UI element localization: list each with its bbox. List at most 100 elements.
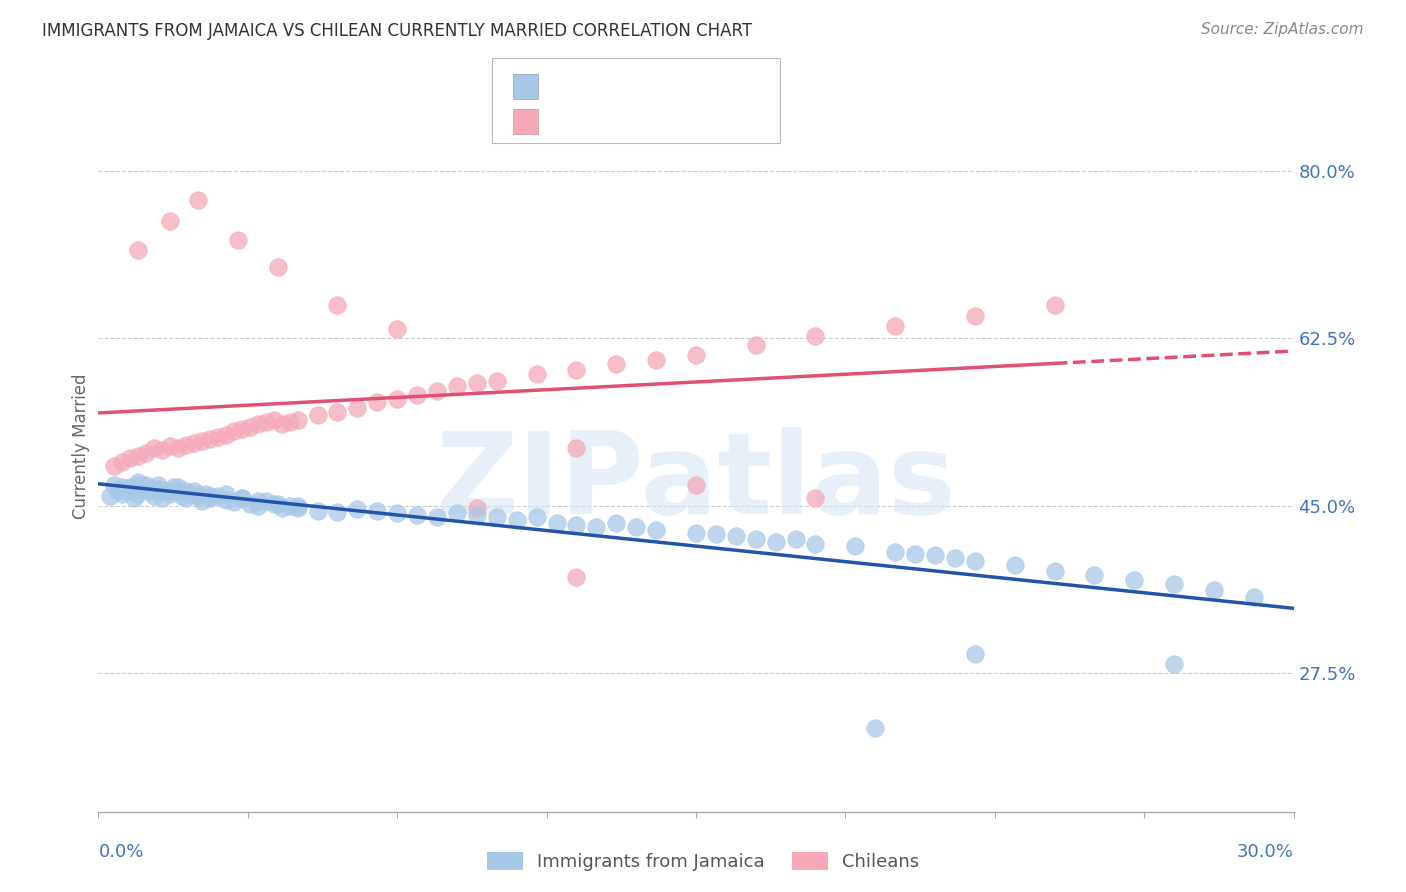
Point xyxy=(226,233,249,247)
Point xyxy=(804,491,827,505)
Text: IMMIGRANTS FROM JAMAICA VS CHILEAN CURRENTLY MARRIED CORRELATION CHART: IMMIGRANTS FROM JAMAICA VS CHILEAN CURRE… xyxy=(42,22,752,40)
Point xyxy=(745,338,768,352)
Point xyxy=(159,487,181,501)
Text: 0.0%: 0.0% xyxy=(98,843,143,861)
Point xyxy=(270,500,292,515)
Point xyxy=(179,487,201,501)
Point xyxy=(1243,590,1265,604)
Point xyxy=(785,533,807,547)
Point xyxy=(143,482,166,496)
Point xyxy=(163,480,186,494)
Point xyxy=(963,554,986,568)
Point xyxy=(278,499,301,513)
Point xyxy=(385,507,409,521)
Point xyxy=(120,480,142,494)
Text: N =: N = xyxy=(686,108,720,126)
Point xyxy=(1123,574,1146,588)
Point xyxy=(406,388,429,402)
Text: 55: 55 xyxy=(728,108,751,126)
Point xyxy=(174,484,197,499)
Text: R =: R = xyxy=(553,108,586,126)
Point xyxy=(506,513,529,527)
Point xyxy=(465,508,488,523)
Point xyxy=(127,475,149,489)
Point xyxy=(585,520,607,534)
Point xyxy=(111,455,134,469)
Point xyxy=(246,494,269,508)
Point xyxy=(426,384,449,398)
Point xyxy=(215,428,238,442)
Point xyxy=(565,570,588,584)
Point xyxy=(263,413,285,427)
Point xyxy=(385,392,409,406)
Point xyxy=(804,537,827,551)
Point xyxy=(150,443,173,458)
Point xyxy=(98,489,122,503)
Point xyxy=(198,432,221,446)
Point xyxy=(307,503,329,517)
Point xyxy=(198,491,221,505)
Point xyxy=(167,484,190,499)
Point xyxy=(239,497,262,511)
Point xyxy=(159,440,181,454)
Point xyxy=(1083,567,1105,582)
Point xyxy=(685,348,707,362)
Point xyxy=(111,487,134,501)
Point xyxy=(346,401,368,416)
Point xyxy=(326,298,349,312)
Point xyxy=(231,491,253,505)
Point xyxy=(222,424,245,438)
Text: 0.209: 0.209 xyxy=(595,108,652,126)
Point xyxy=(804,328,827,343)
Point xyxy=(215,487,238,501)
Point xyxy=(1004,558,1026,572)
Point xyxy=(187,193,209,207)
Point xyxy=(546,516,568,530)
Point xyxy=(107,484,129,499)
Point xyxy=(943,551,966,566)
Point xyxy=(1163,577,1185,591)
Point xyxy=(174,437,197,451)
Point xyxy=(191,434,214,448)
Point xyxy=(685,525,707,540)
Point xyxy=(366,395,388,409)
Point xyxy=(485,510,508,524)
Point xyxy=(605,357,627,371)
Text: N =: N = xyxy=(686,75,720,93)
Point xyxy=(565,517,588,532)
Point xyxy=(159,214,181,228)
Point xyxy=(155,484,177,499)
Point xyxy=(963,647,986,661)
Point xyxy=(111,480,134,494)
Point xyxy=(626,520,648,534)
Point xyxy=(366,503,388,517)
Text: 93: 93 xyxy=(728,75,751,93)
Point xyxy=(1163,657,1185,671)
Point xyxy=(207,489,229,503)
Point xyxy=(605,516,627,530)
Point xyxy=(326,405,349,419)
Point xyxy=(127,243,149,257)
Point xyxy=(127,487,149,501)
Point xyxy=(174,491,197,505)
Point xyxy=(239,420,262,434)
Point xyxy=(187,489,209,503)
Point xyxy=(143,442,166,456)
Point xyxy=(131,482,153,496)
Point xyxy=(139,484,162,499)
Point xyxy=(127,477,149,491)
Point xyxy=(195,487,218,501)
Text: 30.0%: 30.0% xyxy=(1237,843,1294,861)
Point xyxy=(287,500,309,515)
Point xyxy=(215,493,238,508)
Point xyxy=(148,482,170,496)
Y-axis label: Currently Married: Currently Married xyxy=(72,373,90,519)
Point xyxy=(103,477,125,491)
Point xyxy=(704,527,727,541)
Point xyxy=(150,483,173,498)
Point xyxy=(884,318,907,333)
Point xyxy=(724,529,747,543)
Point xyxy=(187,487,209,501)
Point xyxy=(278,415,301,429)
Point xyxy=(120,482,142,496)
